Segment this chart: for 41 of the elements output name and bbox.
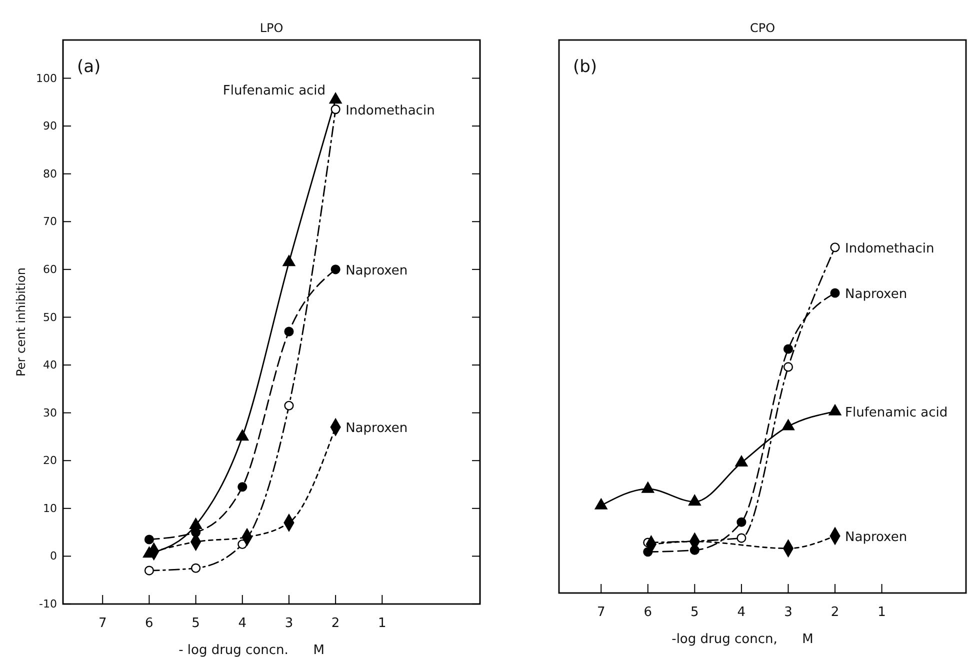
x-axis-title: - log drug concn. M	[178, 643, 324, 657]
x-tick-label: 7	[98, 616, 107, 632]
x-tick-label: 3	[284, 616, 294, 632]
chart-title: LPO	[260, 21, 284, 35]
x-tick-label: 2	[830, 605, 840, 620]
x-tick-label: 5	[192, 616, 200, 632]
x-tick-label: 4	[238, 616, 247, 632]
y-tick-label: 0	[50, 550, 57, 563]
text: (b)	[573, 57, 598, 77]
y-tick-label: 50	[43, 310, 57, 324]
series-label: Naproxen	[845, 530, 908, 545]
x-tick-label: 3	[784, 605, 792, 620]
chart-title: CPO	[750, 21, 776, 35]
x-tick-label: 1	[878, 605, 886, 620]
series-label: Indomethacin	[346, 103, 435, 118]
x-tick-label: 1	[378, 616, 386, 632]
x-tick-label: 2	[331, 616, 340, 632]
x-axis-title: -log drug concn, M	[672, 632, 814, 647]
x-tick-label: 5	[690, 605, 699, 620]
y-tick-label: 70	[43, 215, 57, 228]
x-tick-label: 7	[596, 605, 606, 620]
y-tick-label: 40	[43, 358, 57, 372]
series-label: Naproxen	[845, 286, 908, 302]
y-tick-label: 10	[43, 502, 57, 515]
series-label: Naproxen	[346, 421, 408, 436]
series-label: Naproxen	[346, 263, 408, 278]
series-label: Flufenamic acid	[222, 84, 326, 99]
y-tick-label: 90	[43, 120, 57, 133]
y-tick-label: 100	[36, 72, 57, 85]
x-tick-label: 6	[145, 616, 154, 632]
x-tick-label: 6	[644, 605, 652, 620]
x-tick-label: 4	[737, 605, 746, 620]
y-tick-label: 60	[43, 262, 57, 276]
y-tick-label: 30	[43, 406, 57, 420]
y-tick-label: 80	[43, 167, 57, 180]
series-label: Indomethacin	[845, 241, 934, 256]
y-axis-title: Per cent inhibition	[14, 268, 28, 376]
series-label: Flufenamic acid	[845, 406, 948, 421]
y-tick-label: -10	[39, 598, 57, 611]
y-tick-label: 20	[43, 454, 57, 468]
annotation: (a)	[77, 57, 101, 77]
